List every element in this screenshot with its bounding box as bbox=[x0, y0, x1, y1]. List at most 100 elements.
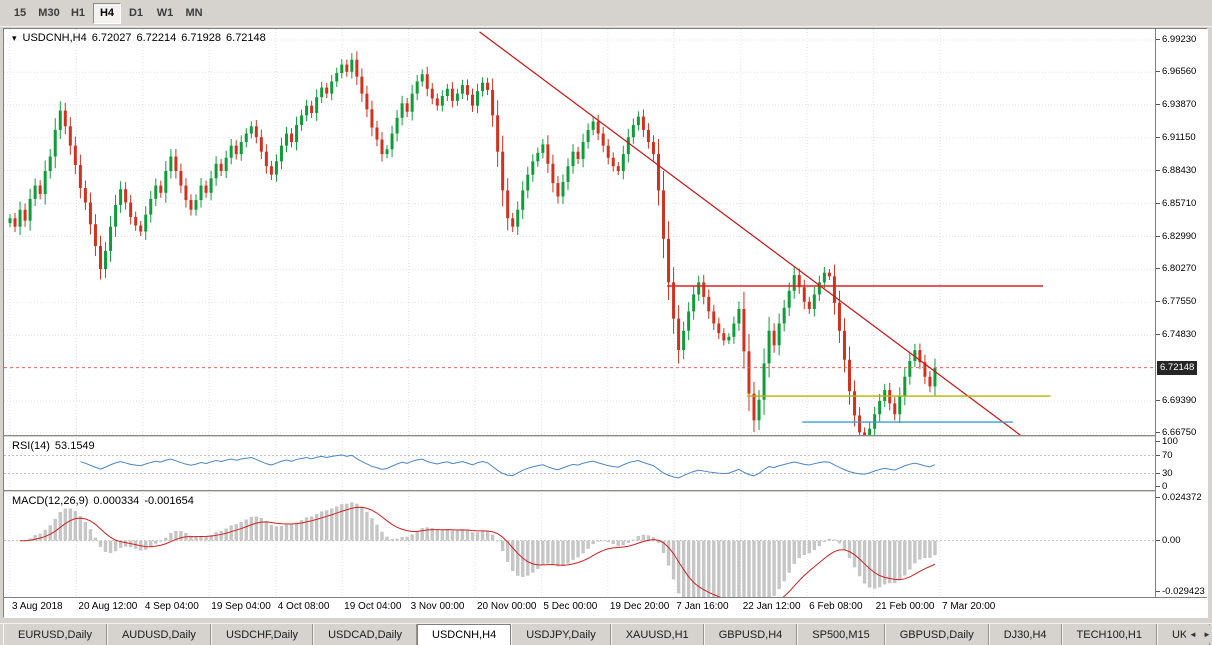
candle-body bbox=[692, 294, 696, 312]
axis-tick bbox=[1156, 539, 1160, 541]
candle-body bbox=[928, 376, 932, 387]
chart-tab-usdcad[interactable]: USDCAD,Daily bbox=[313, 624, 418, 645]
macd-histogram-bar bbox=[335, 506, 339, 541]
candle-body bbox=[395, 117, 399, 134]
rsi-line bbox=[80, 454, 936, 479]
chart-objects[interactable] bbox=[479, 31, 1051, 441]
candle-body bbox=[259, 137, 263, 152]
candle-body bbox=[903, 376, 907, 397]
macd-histogram-bar bbox=[913, 540, 917, 564]
chart-tab-usdcnh[interactable]: USDCNH,H4 bbox=[417, 624, 512, 645]
macd-histogram-bar bbox=[671, 540, 676, 580]
pane-splitter-macd[interactable] bbox=[4, 490, 1207, 493]
macd-histogram-bar bbox=[425, 527, 429, 541]
chart-tab-gbpusd[interactable]: GBPUSD,Daily bbox=[884, 624, 989, 645]
timeframe-15[interactable]: 15 bbox=[13, 7, 27, 19]
macd-histogram-bar bbox=[435, 529, 439, 541]
chart-canvas[interactable] bbox=[4, 29, 1155, 617]
tab-scroll-right-icon[interactable]: ► bbox=[1203, 629, 1211, 639]
macd-histogram-bar bbox=[777, 540, 781, 590]
candle-body bbox=[189, 200, 193, 210]
candle-body bbox=[566, 166, 570, 182]
candle-body bbox=[244, 133, 248, 143]
chart-tab-xauusd[interactable]: XAUUSD,H1 bbox=[610, 624, 704, 645]
macd-histogram-bar bbox=[691, 540, 696, 597]
descending-trendline[interactable] bbox=[479, 31, 1028, 441]
chart-tab-dj30[interactable]: DJ30,H4 bbox=[988, 624, 1062, 645]
candle-body bbox=[119, 189, 123, 205]
macd-histogram-bar bbox=[676, 540, 681, 594]
candle-body bbox=[48, 156, 52, 172]
macd-histogram-bar bbox=[179, 531, 183, 541]
chart-tab-sp500[interactable]: SP500,M15 bbox=[797, 624, 885, 645]
macd-histogram-bar bbox=[928, 540, 932, 558]
timeframe-m30[interactable]: M30 bbox=[38, 7, 60, 19]
macd-histogram-bar bbox=[274, 526, 279, 541]
chart-tab-usdchf[interactable]: USDCHF,Daily bbox=[210, 624, 314, 645]
candle-body bbox=[290, 133, 294, 143]
macd-histogram-bar bbox=[702, 540, 706, 597]
candle-body bbox=[601, 133, 605, 146]
chart-tab-audusd[interactable]: AUDUSD,Daily bbox=[106, 624, 211, 645]
time-axis-label: 7 Jan 16:00 bbox=[676, 601, 729, 612]
rsi-title: RSI(14) 53.1549 bbox=[12, 440, 95, 452]
timeframe-h1[interactable]: H1 bbox=[70, 7, 86, 19]
macd-histogram-bar bbox=[767, 540, 771, 597]
macd-histogram-bar bbox=[88, 529, 93, 541]
macd-histogram-bar bbox=[661, 540, 666, 553]
macd-histogram-bar bbox=[199, 535, 203, 541]
candle-body bbox=[18, 209, 22, 227]
candle-body bbox=[435, 98, 439, 106]
timeframe-h4[interactable]: H4 bbox=[93, 2, 121, 24]
pane-splitter-rsi[interactable] bbox=[4, 435, 1207, 438]
candle-body bbox=[345, 64, 349, 72]
timeframe-w1[interactable]: W1 bbox=[156, 7, 174, 19]
macd-histogram-bar bbox=[727, 540, 731, 597]
macd-histogram-bar bbox=[792, 540, 796, 564]
macd-histogram-bar bbox=[541, 540, 545, 565]
macd-histogram-bar bbox=[174, 530, 178, 541]
candle-body bbox=[697, 282, 701, 295]
candle-body bbox=[636, 116, 640, 126]
candle-body bbox=[8, 218, 12, 224]
candle-body bbox=[460, 85, 464, 94]
chart-tab-gbpusd[interactable]: GBPUSD,H4 bbox=[703, 624, 798, 645]
candle-body bbox=[269, 166, 273, 175]
macd-histogram-bar bbox=[490, 534, 495, 541]
macd-histogram-bar bbox=[340, 504, 344, 541]
macd-histogram-bar bbox=[360, 507, 364, 541]
chart-title: ▾ USDCNH,H4 6.72027 6.72214 6.71928 6.72… bbox=[12, 32, 266, 44]
candle-body bbox=[209, 178, 213, 193]
macd-histogram-bar bbox=[536, 540, 540, 570]
time-axis-label: 21 Feb 00:00 bbox=[875, 601, 935, 612]
macd-histogram-bar bbox=[319, 511, 324, 541]
candle-body bbox=[621, 154, 625, 172]
timeframe-mn[interactable]: MN bbox=[185, 7, 203, 19]
time-axis-label: 20 Nov 00:00 bbox=[477, 601, 537, 612]
chart-tab-eurusd[interactable]: EURUSD,Daily bbox=[3, 624, 107, 645]
price-axis-label: 6.99230 bbox=[1162, 34, 1197, 45]
candle-body bbox=[772, 330, 776, 346]
candle-body bbox=[234, 145, 238, 155]
chart-tab-usdjpy[interactable]: USDJPY,Daily bbox=[511, 624, 611, 645]
macd-histogram-bar bbox=[802, 540, 806, 556]
macd-histogram-bar bbox=[787, 540, 791, 573]
price-axis[interactable]: 6.99230 6.96560 6.93870 6.91150 6.88430 6.857… bbox=[1155, 29, 1207, 597]
macd-histogram-bar bbox=[189, 535, 193, 541]
macd-histogram-bar bbox=[405, 536, 409, 541]
price-axis-label: 6.93870 bbox=[1162, 98, 1197, 110]
candle-body bbox=[752, 393, 756, 421]
axis-tick bbox=[1156, 202, 1160, 204]
candle-body bbox=[933, 367, 937, 387]
chart-tab-tech100[interactable]: TECH100,H1 bbox=[1061, 624, 1157, 645]
candle-body bbox=[214, 163, 218, 179]
macd-axis-label: 0.024372 bbox=[1162, 492, 1202, 503]
tab-scroll-left-icon[interactable]: ◄ bbox=[1189, 629, 1197, 639]
timeframe-d1[interactable]: D1 bbox=[128, 7, 144, 19]
candle-body bbox=[455, 93, 459, 101]
macd-histogram-bar bbox=[365, 511, 369, 541]
macd-histogram-bar bbox=[531, 540, 535, 573]
candle-body bbox=[878, 400, 882, 415]
macd-histogram-bar bbox=[279, 525, 284, 541]
time-axis[interactable]: 3 Aug 2018 20 Aug 12:00 4 Sep 04:00 19 Sep … bbox=[4, 598, 1155, 617]
